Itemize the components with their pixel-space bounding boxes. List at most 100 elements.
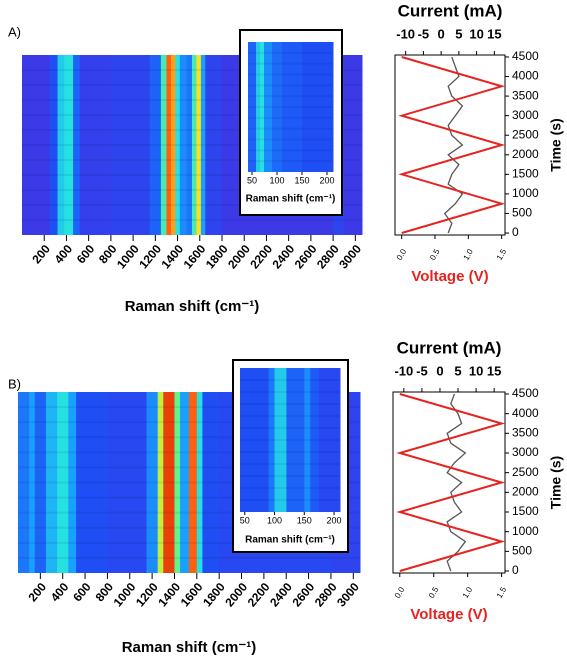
x-tick-label: 1800	[200, 580, 228, 610]
heatmap-cell	[163, 392, 175, 573]
heatmap-cell	[57, 55, 65, 235]
heatmap-cell	[146, 392, 159, 573]
heatmap-cell	[196, 392, 203, 573]
x-tick-label: 200	[327, 515, 342, 525]
heatmap-cell	[64, 55, 74, 235]
x-tick-label: 0.5	[428, 247, 442, 262]
x-axis-label: Raman shift (cm⁻¹)	[245, 535, 335, 546]
heatmap-cell	[310, 368, 320, 512]
heatmap-cell	[170, 55, 176, 235]
y-tick-label: 3500	[512, 425, 539, 439]
x2-tick-label: -10	[396, 26, 415, 41]
x-tick-label: 2800	[314, 242, 342, 272]
x-tick-label: 100	[269, 175, 284, 185]
heatmap-cell	[282, 42, 303, 172]
heatmap-cell	[186, 55, 193, 235]
x-axis-label: Raman shift (cm⁻¹)	[246, 194, 336, 205]
heatmap-cell	[200, 55, 206, 235]
y-tick-label: 3000	[512, 445, 539, 459]
series-line	[398, 56, 506, 234]
y-tick-label: 3500	[512, 88, 539, 102]
x-tick-label: 600	[74, 242, 98, 267]
x-tick-label: 600	[70, 580, 94, 605]
series-line	[446, 393, 467, 572]
heatmap-cell	[49, 55, 59, 235]
x-tick-label: 1600	[178, 580, 206, 610]
heatmap-cell	[286, 368, 305, 512]
x-tick-label: 50	[247, 175, 257, 185]
x-tick-label: 400	[48, 580, 72, 605]
heatmap-cell	[205, 55, 223, 235]
heatmap-cell	[272, 42, 283, 172]
y-tick-label: 4500	[512, 49, 539, 63]
heatmap-cell	[240, 368, 270, 512]
top-axis-label: Current (mA)	[398, 1, 503, 20]
y-tick-label: 2500	[512, 127, 539, 141]
y-tick-label: 1000	[512, 186, 539, 200]
x-tick-label: 2400	[270, 242, 298, 272]
x-tick-label: 2000	[225, 242, 253, 272]
heatmap-cell	[107, 392, 148, 573]
x-tick-label: 2600	[292, 242, 320, 272]
x-tick-label: 1.5	[495, 247, 509, 262]
x2-tick-label: 10	[469, 26, 483, 41]
x2-tick-label: 0	[436, 363, 443, 378]
y-tick-label: 4000	[512, 406, 539, 420]
x-tick-label: 2800	[312, 580, 340, 610]
heatmap-cell	[268, 368, 276, 512]
heatmap-cell	[196, 55, 202, 235]
x-tick-label: 1.5	[495, 585, 509, 600]
series-line	[396, 393, 506, 572]
x2-tick-label: 15	[487, 363, 501, 378]
heatmap-cell	[76, 392, 108, 573]
heatmap-cell	[175, 55, 181, 235]
x2-tick-label: -5	[416, 363, 428, 378]
x-axis-label: Raman shift (cm⁻¹)	[125, 298, 260, 315]
x-tick-label: 1.0	[461, 585, 475, 600]
x-tick-label: 2600	[289, 580, 317, 610]
y-tick-label: 3000	[512, 108, 539, 122]
x-tick-label: 1800	[203, 242, 231, 272]
heatmap-cell	[29, 392, 36, 573]
x2-tick-label: 10	[469, 363, 483, 378]
heatmap-cell	[192, 55, 197, 235]
y-tick-label: 1500	[512, 504, 539, 518]
x-tick-label: 50	[240, 515, 250, 525]
heatmap-cell	[264, 42, 273, 172]
heatmap-cell	[73, 55, 81, 235]
heatmap-cell	[274, 368, 287, 512]
x2-tick-label: 15	[487, 26, 501, 41]
x-tick-label: 150	[294, 175, 309, 185]
x-tick-label: 1400	[155, 580, 183, 610]
heatmap-cell	[174, 392, 181, 573]
heatmap-cell	[302, 42, 334, 172]
x-tick-label: 2200	[247, 242, 275, 272]
x-tick-label: 0.0	[393, 585, 407, 600]
x-tick-label: 3000	[334, 580, 362, 610]
heatmap-cell	[256, 42, 261, 172]
y-axis-label: Time (s)	[548, 118, 564, 171]
x-tick-label: 1200	[133, 580, 161, 610]
y-tick-label: 500	[512, 544, 532, 558]
heatmap-cell	[319, 368, 341, 512]
x-tick-label: 1000	[114, 242, 142, 272]
y-tick-label: 1500	[512, 167, 539, 181]
x-tick-label: 1.0	[462, 247, 476, 262]
heatmap-cell	[189, 392, 198, 573]
x-tick-label: 1200	[136, 242, 164, 272]
y-tick-label: 2000	[512, 485, 539, 499]
x-tick-label: 200	[25, 580, 49, 605]
heatmap-cell	[304, 368, 311, 512]
x2-tick-label: 5	[454, 363, 461, 378]
heatmap-cell	[166, 55, 172, 235]
panel-label: B)	[8, 376, 21, 391]
x2-tick-label: 0	[438, 26, 445, 41]
heatmap-cell	[45, 392, 58, 573]
heatmap-cell	[248, 42, 257, 172]
x-axis-label: Raman shift (cm⁻¹)	[122, 639, 257, 656]
x-tick-label: 2200	[245, 580, 273, 610]
x-tick-label: 1600	[181, 242, 209, 272]
x-tick-label: 2000	[222, 580, 250, 610]
heatmap-cell	[149, 55, 162, 235]
heatmap-cell	[260, 42, 265, 172]
